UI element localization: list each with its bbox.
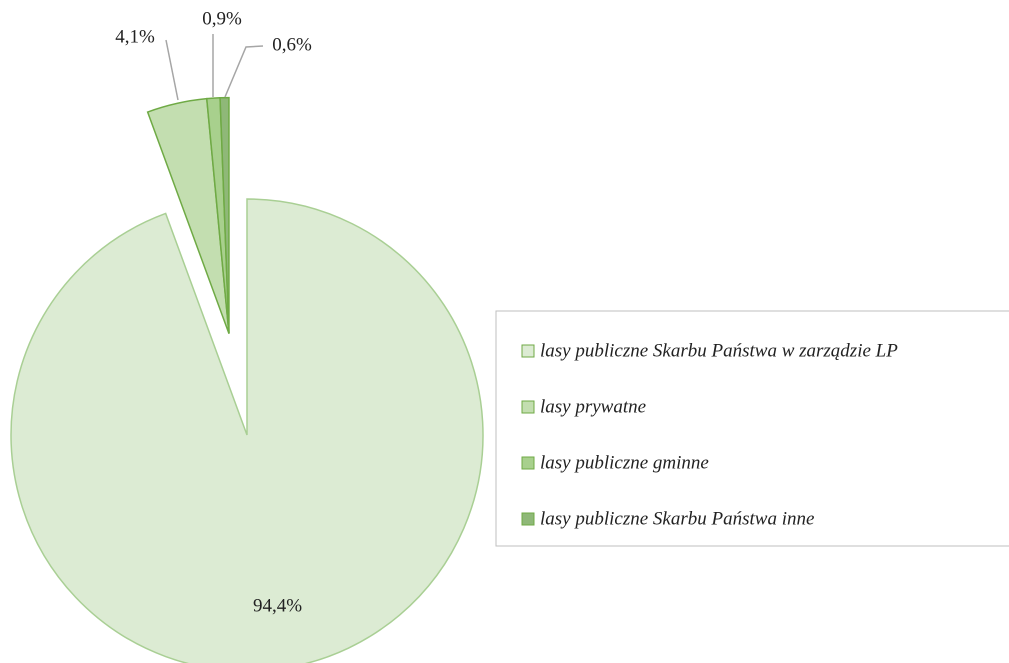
data-label: 94,4% — [253, 595, 302, 616]
legend-label: lasy prywatne — [540, 396, 646, 417]
pie-slice — [10, 198, 484, 663]
legend-swatch — [521, 512, 535, 526]
legend-swatch — [521, 456, 535, 470]
data-label: 4,1% — [115, 26, 155, 47]
legend-label: lasy publiczne Skarbu Państwa inne — [540, 508, 814, 529]
legend-label: lasy publiczne gminne — [540, 452, 709, 473]
pie-slice — [219, 96, 230, 334]
legend-box — [495, 310, 1009, 547]
legend-label: lasy publiczne Skarbu Państwa w zarządzi… — [540, 340, 898, 361]
leader-line — [165, 39, 179, 101]
data-label: 0,6% — [272, 34, 312, 55]
data-label: 0,9% — [202, 8, 242, 29]
leader-line — [224, 45, 264, 98]
legend-swatch — [521, 400, 535, 414]
legend-swatch — [521, 344, 535, 358]
